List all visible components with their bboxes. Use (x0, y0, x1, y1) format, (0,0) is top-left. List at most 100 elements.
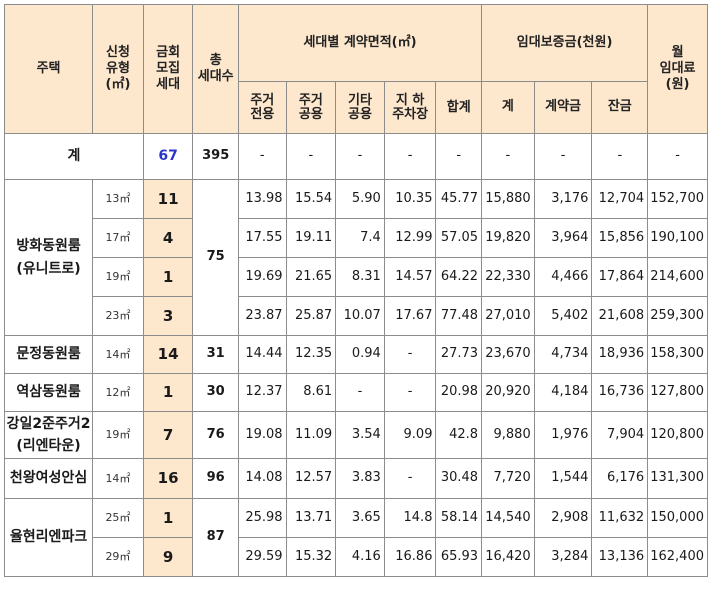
header-row-top: 주택 신청 유형 (㎡) 금회 모집 세대 총 세대수 세대별 계약면적(㎡) 임대보증금(천원) 월… (3, 4, 708, 134)
summary-dash: - (435, 133, 483, 180)
header-area-col-line: 기타 (348, 92, 372, 108)
app-type-cell: 12㎡ (92, 373, 144, 412)
deposit-value: 14,540 (481, 498, 535, 538)
header-quota-line: 세대 (156, 77, 181, 93)
deposit-value: 15,880 (481, 179, 535, 219)
area-value: 15.54 (285, 179, 337, 219)
rent-value: 152,700 (647, 179, 708, 219)
area-value: 17.55 (237, 218, 287, 258)
house-name-line: 방화동원룸 (16, 238, 81, 255)
header-rent-line: (원) (665, 77, 690, 93)
summary-dash: - (335, 133, 385, 180)
deposit-value: 1,976 (533, 411, 593, 459)
deposit-value: 15,856 (591, 218, 649, 258)
rent-value: 127,800 (647, 373, 708, 412)
area-value: 21.65 (285, 257, 337, 297)
area-value: 10.35 (383, 179, 437, 219)
summary-dash: - (481, 133, 535, 180)
header-total-units-line: 총 (209, 52, 222, 68)
deposit-value: 3,964 (533, 218, 593, 258)
header-area-col: 합계 (435, 81, 483, 134)
deposit-value: 3,284 (533, 537, 593, 577)
area-value: 10.07 (335, 296, 385, 336)
area-value: 12.57 (285, 458, 337, 499)
total-units-cell: 75 (192, 179, 239, 336)
header-quota-line: 모집 (156, 60, 181, 76)
rent-value: 131,300 (647, 458, 708, 499)
summary-dash: - (237, 133, 287, 180)
quota-cell: 1 (142, 498, 194, 538)
area-value: 19.08 (237, 411, 287, 459)
table-row: 23㎡ 3 23.87 25.87 10.07 17.67 77.48 27,010 5,402… (5, 296, 708, 336)
rent-value: 259,300 (647, 296, 708, 336)
quota-cell: 9 (142, 537, 194, 577)
header-deposit-col: 잔금 (591, 81, 649, 134)
deposit-value: 7,720 (481, 458, 535, 499)
table-row: 29㎡ 9 29.59 15.32 4.16 16.86 65.93 16,420 3,284 1… (5, 537, 708, 577)
area-value: 8.61 (285, 373, 337, 412)
header-app-type-line: 유형 (105, 60, 130, 76)
total-units-cell: 87 (192, 498, 239, 577)
area-value: 23.87 (237, 296, 287, 336)
deposit-value: 16,420 (481, 537, 535, 577)
area-value: 7.4 (335, 218, 385, 258)
deposit-value: 1,544 (533, 458, 593, 499)
area-value: 14.57 (383, 257, 437, 297)
header-area-col-line: 지 하 (395, 92, 425, 108)
deposit-value: 4,466 (533, 257, 593, 297)
header-house: 주택 (3, 4, 94, 134)
housing-supply-table: 주택 신청 유형 (㎡) 금회 모집 세대 총 세대수 세대별 계약면적(㎡) 임대보증금(천원) 월… (3, 4, 708, 577)
table-body: 주택 신청 유형 (㎡) 금회 모집 세대 총 세대수 세대별 계약면적(㎡) 임대보증금(천원) 월… (3, 4, 708, 577)
deposit-value: 5,402 (533, 296, 593, 336)
area-value: 11.09 (285, 411, 337, 459)
table-row: 17㎡ 4 17.55 19.11 7.4 12.99 57.05 19,820 3,964 15… (5, 218, 708, 258)
header-deposit-col: 계약금 (533, 81, 593, 134)
summary-dash: - (647, 133, 708, 180)
header-app-type-line: (㎡) (105, 77, 131, 93)
area-value: 64.22 (435, 257, 483, 297)
area-value: 29.59 (237, 537, 287, 577)
table-row: 문정동원룸 14㎡ 14 31 14.44 12.35 0.94-27.73 23,670 4,… (3, 335, 708, 374)
deposit-value: 23,670 (481, 335, 535, 374)
table-row: 19㎡ 1 19.69 21.65 8.31 14.57 64.22 22,330 4,466 1… (5, 257, 708, 297)
header-row-sub: 주거 전용 주거 공용 기타 공용 지 하 주차장 합계 계 계약금 잔금 (5, 81, 708, 134)
rent-value: 162,400 (647, 537, 708, 577)
quota-cell: 1 (142, 373, 194, 412)
deposit-value: 20,920 (481, 373, 535, 412)
total-units-cell: 30 (192, 373, 239, 412)
area-value: 58.14 (435, 498, 483, 538)
deposit-value: 4,734 (533, 335, 593, 374)
area-value: 3.65 (335, 498, 385, 538)
summary-dash: - (383, 133, 437, 180)
quota-cell: 16 (142, 458, 194, 499)
deposit-value: 21,608 (591, 296, 649, 336)
area-value: 45.77 (435, 179, 483, 219)
deposit-value: 18,936 (591, 335, 649, 374)
header-area-col: 주거 전용 (237, 81, 287, 134)
area-value: 5.90 (335, 179, 385, 219)
area-value: 30.48 (435, 458, 483, 499)
header-area-col-line: 공용 (298, 106, 323, 122)
header-rent-line: 월 (671, 44, 684, 60)
app-type-cell: 17㎡ (92, 218, 144, 258)
deposit-value: 6,176 (591, 458, 649, 499)
deposit-value: 4,184 (533, 373, 593, 412)
area-value: 16.86 (383, 537, 437, 577)
area-value: 13.71 (285, 498, 337, 538)
app-type-cell: 29㎡ (92, 537, 144, 577)
area-value: 8.31 (335, 257, 385, 297)
app-type-cell: 14㎡ (92, 458, 144, 499)
area-value: 0.94 (335, 335, 385, 374)
rent-value: 190,100 (647, 218, 708, 258)
app-type-cell: 25㎡ (92, 498, 144, 538)
house-name: 문정동원룸 (3, 335, 94, 374)
deposit-value: 16,736 (591, 373, 649, 412)
app-type-cell: 14㎡ (92, 335, 144, 374)
area-value: 17.67 (383, 296, 437, 336)
header-area-col-line: 공용 (348, 106, 372, 122)
area-value: 25.98 (237, 498, 287, 538)
summary-dash: - (591, 133, 649, 180)
header-area-group: 세대별 계약면적(㎡) (237, 4, 483, 82)
area-value: - (383, 373, 437, 412)
house-name-line: 역삼동원룸 (16, 384, 81, 401)
